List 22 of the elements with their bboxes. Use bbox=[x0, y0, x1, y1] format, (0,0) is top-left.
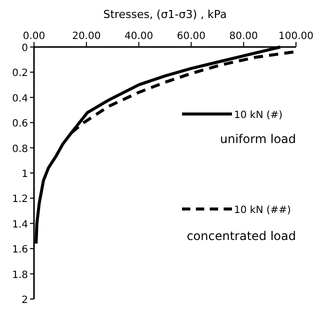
y-tick-label: 1.4 bbox=[12, 219, 28, 230]
y-tick-label: 1.2 bbox=[12, 194, 28, 206]
x-tick-label: 40.00 bbox=[124, 31, 154, 42]
legend-label: 10 kN (##) bbox=[234, 205, 292, 216]
y-tick-label: 0 bbox=[22, 43, 28, 54]
y-tick-label: 2 bbox=[22, 295, 28, 306]
legend-label: 10 kN (#) bbox=[234, 110, 283, 121]
x-tick-label: 20.00 bbox=[72, 31, 101, 42]
x-axis-title: Stresses, (σ1-σ3) , kPa bbox=[103, 8, 227, 21]
y-tick-label: 0.6 bbox=[12, 118, 28, 130]
x-tick-label: 100.00 bbox=[278, 31, 314, 42]
y-tick-label: 1.6 bbox=[12, 244, 28, 256]
y-tick-label: 1 bbox=[22, 169, 28, 180]
y-tick-label: 0.8 bbox=[12, 144, 28, 155]
x-tick-label: 0.00 bbox=[22, 31, 46, 42]
annotation: concentrated load bbox=[186, 229, 296, 243]
y-tick-label: 0.2 bbox=[12, 68, 28, 80]
x-tick-label: 60.00 bbox=[176, 31, 206, 42]
annotation: uniform load bbox=[220, 132, 296, 146]
y-tick-label: 1.8 bbox=[12, 270, 28, 281]
y-tick-label: 0.4 bbox=[12, 93, 28, 104]
x-tick-label: 80.00 bbox=[229, 31, 258, 42]
